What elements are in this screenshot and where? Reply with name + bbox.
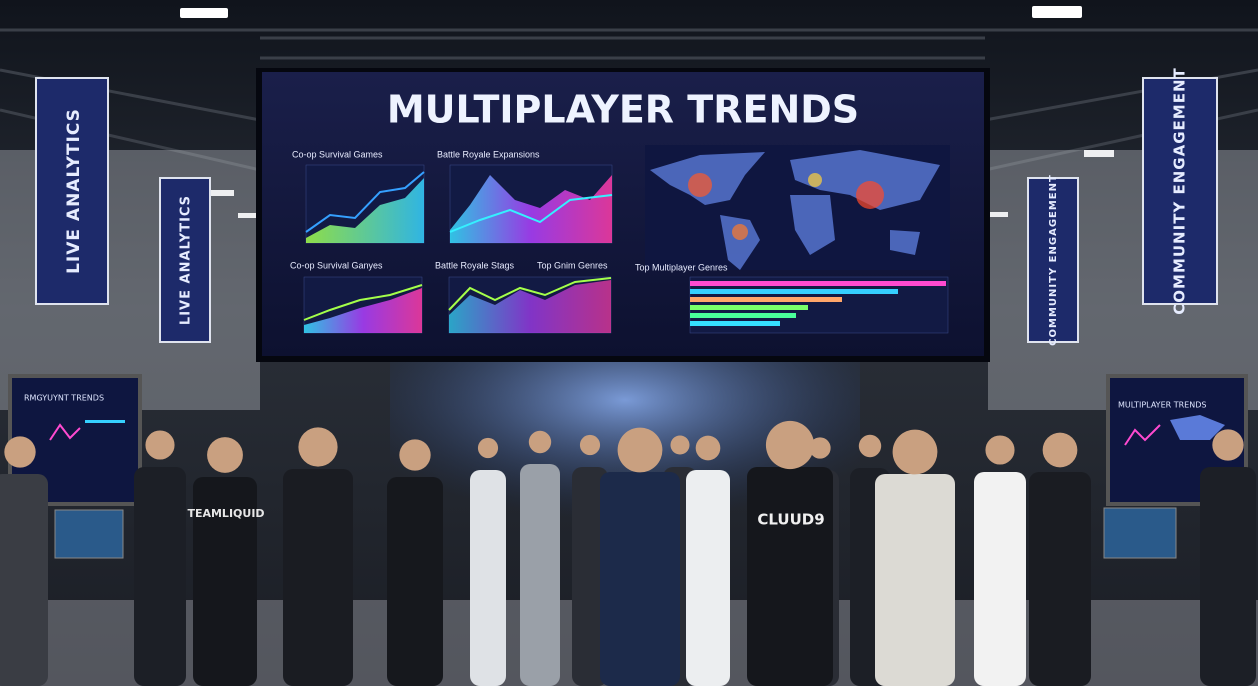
person-part	[0, 474, 48, 686]
shirt-logo: CLUUD9	[757, 511, 824, 529]
person-part	[1200, 467, 1256, 686]
chart-line	[305, 171, 425, 233]
chart-area	[304, 288, 422, 333]
person-part	[283, 469, 353, 686]
heat-spots	[688, 173, 884, 240]
person-part	[747, 467, 833, 686]
person-part	[1212, 429, 1244, 461]
side-chart	[85, 420, 125, 423]
banner-text: COMMUNITY ENGAGEMENT	[1171, 67, 1189, 314]
person-part	[858, 434, 882, 458]
screen-title: MULTIPLAYER TRENDS	[387, 88, 859, 132]
panel-title: Battle Royale Stags	[435, 260, 515, 270]
person-part	[572, 467, 608, 686]
side-screen-title: RMGYUYNT TRENDS	[24, 394, 104, 403]
person-part	[579, 434, 601, 456]
chart-line	[448, 277, 612, 311]
banner	[1027, 177, 1079, 343]
person-part	[617, 427, 663, 473]
person-part	[4, 436, 36, 468]
banner-text: LIVE ANALYTICS	[64, 108, 84, 274]
panel-title: Battle Royale Expansions	[437, 149, 540, 159]
banner	[1142, 77, 1218, 305]
panel-title: Top Multiplayer Genres	[635, 262, 728, 272]
chart-area	[450, 175, 612, 243]
person-part	[670, 435, 690, 455]
banner-text: LIVE ANALYTICS	[179, 195, 194, 325]
person-part	[470, 470, 506, 686]
person-part	[600, 472, 680, 686]
ceiling-truss	[0, 28, 1258, 172]
person-part	[985, 435, 1015, 465]
panel-title: Co-op Survival Games	[292, 149, 383, 159]
person-part	[399, 439, 431, 471]
chart-line	[449, 194, 613, 233]
banner	[35, 77, 109, 305]
banner	[159, 177, 211, 343]
banner-text: COMMUNITY ENGAGEMENT	[1048, 174, 1059, 346]
panel-title: Top Gnim Genres	[537, 260, 608, 270]
ceiling-lights	[180, 6, 1114, 218]
panel-title: Co-op Survival Ganyes	[290, 260, 383, 270]
person-part	[207, 437, 243, 473]
kiosk	[1103, 507, 1177, 559]
person-part	[520, 464, 560, 686]
person-part	[695, 435, 721, 461]
person-part	[892, 429, 938, 475]
person-part	[765, 420, 815, 470]
side-chart	[49, 423, 81, 441]
person-part	[974, 472, 1026, 686]
person-part	[809, 437, 831, 459]
person-part	[1029, 472, 1091, 686]
person-part	[528, 430, 552, 454]
chart-area	[306, 178, 424, 243]
person-part	[134, 467, 186, 686]
person-part	[145, 430, 175, 460]
kiosk	[54, 509, 124, 559]
person-part	[1042, 432, 1078, 468]
person-part	[477, 437, 499, 459]
person-part	[298, 427, 338, 467]
chart-area	[449, 280, 611, 333]
person-part	[686, 470, 730, 686]
person-part	[387, 477, 443, 686]
shirt-logo: TEAMLIQUID	[187, 507, 264, 520]
crowd	[0, 420, 1256, 686]
bar-chart	[690, 281, 946, 326]
person-part	[875, 474, 955, 686]
side-chart	[1124, 424, 1161, 446]
chart-line	[303, 284, 423, 321]
side-screen-title: MULTIPLAYER TRENDS	[1118, 401, 1206, 410]
side-map	[1170, 415, 1225, 440]
person-part	[193, 477, 257, 686]
